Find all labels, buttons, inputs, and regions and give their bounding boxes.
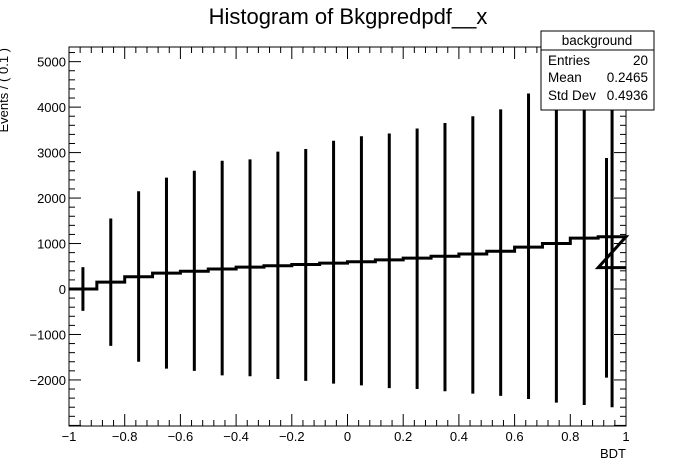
stats-box: background Entries 20 Mean 0.2465 Std De… xyxy=(540,30,655,111)
x-tick-label: −0.2 xyxy=(279,429,305,444)
y-tick-label: 1000 xyxy=(37,237,66,252)
stats-stddev-value: 0.4936 xyxy=(607,88,648,103)
y-tick-label: −1000 xyxy=(29,327,66,342)
x-tick-label: 0 xyxy=(344,429,351,444)
y-tick-label: −2000 xyxy=(29,373,66,388)
stats-mean-value: 0.2465 xyxy=(607,70,648,85)
stats-entries-value: 20 xyxy=(633,53,648,68)
histogram-step-line xyxy=(69,235,630,291)
stats-entries-label: Entries xyxy=(548,53,590,68)
y-tick-label: 5000 xyxy=(37,55,66,70)
stats-box-frame xyxy=(540,30,655,111)
stats-mean-label: Mean xyxy=(548,70,582,85)
x-tick-label: −0.6 xyxy=(168,429,194,444)
x-tick-label: 0.6 xyxy=(506,429,524,444)
y-tick-label: 2000 xyxy=(37,191,66,206)
x-axis-title: BDT xyxy=(600,446,626,461)
x-tick-label: 0.4 xyxy=(450,429,468,444)
x-tick-label: 1 xyxy=(622,429,629,444)
x-tick-label: 0.8 xyxy=(561,429,579,444)
chart-title: Histogram of Bkgpredpdf__x xyxy=(209,4,488,29)
stats-stddev-label: Std Dev xyxy=(548,88,596,103)
y-axis-ticks: −2000 −1000 0 1000 2000 3000 4000 5000 xyxy=(29,52,626,426)
x-axis-ticks: −1 −0.8 −0.6 −0.4 −0.2 0 0.2 0.4 0.6 0.8 1 xyxy=(62,47,630,444)
stats-box-title: background xyxy=(562,33,633,48)
y-tick-label: 4000 xyxy=(37,100,66,115)
y-tick-label: 3000 xyxy=(37,146,66,161)
y-tick-label: 0 xyxy=(59,282,66,297)
x-tick-label: 0.2 xyxy=(394,429,412,444)
x-tick-label: −0.4 xyxy=(223,429,249,444)
x-tick-label: −1 xyxy=(62,429,77,444)
x-tick-label: −0.8 xyxy=(112,429,138,444)
y-axis-title: Events / ( 0.1 ) xyxy=(0,48,11,133)
